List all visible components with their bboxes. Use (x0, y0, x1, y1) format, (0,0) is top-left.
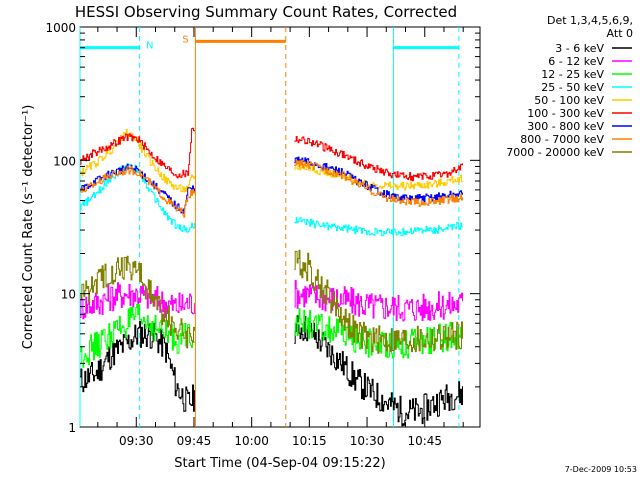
state-bar-label: N (146, 41, 153, 52)
series-line (80, 156, 463, 214)
x-tick-label: 10:00 (234, 434, 269, 448)
y-axis-label: Corrected Count Rate (s⁻¹ detector⁻¹) (21, 105, 36, 350)
axis-ticks: 1 10 100 1000 09:30 09:45 10:00 10:15 10:30 10:45 (45, 21, 480, 448)
series-line (80, 163, 463, 237)
series-line (80, 128, 463, 193)
y-tick-label: 10 (61, 288, 76, 302)
legend-label: 12 - 25 keV (541, 68, 604, 81)
legend-label: 7000 - 20000 keV (506, 146, 604, 159)
legend-label: 25 - 50 keV (541, 81, 604, 94)
chart-title: HESSI Observing Summary Count Rates, Cor… (75, 3, 457, 21)
legend-label: 6 - 12 keV (548, 55, 604, 68)
legend-header: Att 0 (607, 27, 633, 40)
x-tick-label: 10:15 (292, 434, 327, 448)
legend-label: 3 - 6 keV (555, 42, 604, 55)
series-line (80, 249, 463, 354)
x-tick-label: 10:45 (407, 434, 442, 448)
y-tick-label: 1 (68, 421, 76, 435)
x-axis-label: Start Time (04-Sep-04 09:15:22) (174, 456, 385, 471)
series-line (80, 159, 463, 218)
x-tick-label: 09:30 (119, 434, 154, 448)
y-tick-label: 100 (53, 154, 76, 168)
legend-label: 300 - 800 keV (527, 120, 604, 133)
legend-header: Det 1,3,4,5,6,9, (547, 14, 633, 27)
legend-label: 50 - 100 keV (534, 94, 604, 107)
legend-label: 800 - 7000 keV (520, 133, 604, 146)
state-bar-label: S (182, 34, 188, 45)
y-tick-label: 1000 (45, 21, 76, 35)
x-tick-label: 10:30 (350, 434, 385, 448)
legend-label: 100 - 300 keV (527, 107, 604, 120)
plot-data: NS (79, 27, 463, 427)
x-tick-label: 09:45 (177, 434, 212, 448)
series-line (80, 280, 463, 322)
series-line (80, 127, 463, 182)
date-stamp: 7-Dec-2009 10:53 (565, 465, 637, 474)
